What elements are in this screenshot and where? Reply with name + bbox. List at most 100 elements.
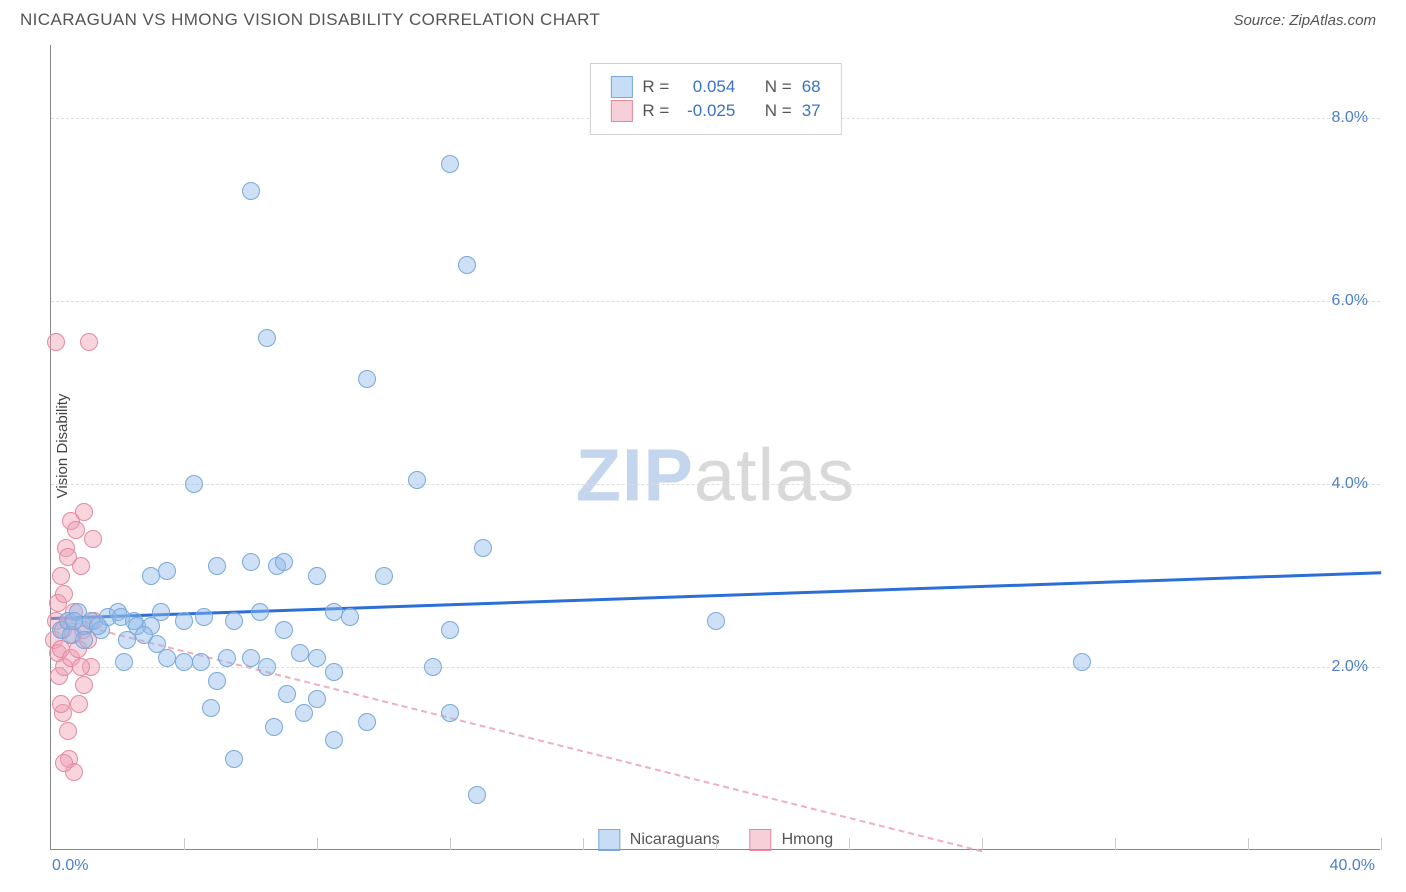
- data-point-a: [291, 644, 309, 662]
- data-point-a: [707, 612, 725, 630]
- data-point-b: [55, 585, 73, 603]
- x-min-label: 0.0%: [52, 857, 88, 875]
- data-point-a: [474, 539, 492, 557]
- x-tick: [1115, 838, 1116, 850]
- n-value-b: 37: [802, 101, 821, 121]
- data-point-b: [67, 521, 85, 539]
- stats-legend: R = 0.054 N = 68 R = -0.025 N = 37: [589, 63, 841, 135]
- data-point-a: [195, 608, 213, 626]
- data-point-a: [278, 685, 296, 703]
- legend-label-b: Hmong: [782, 831, 834, 849]
- chart-container: ZIPatlas R = 0.054 N = 68 R = -0.025 N =…: [50, 45, 1380, 850]
- data-point-a: [65, 612, 83, 630]
- x-tick: [450, 838, 451, 850]
- swatch-a-icon: [610, 76, 632, 98]
- data-point-a: [185, 475, 203, 493]
- chart-title: NICARAGUAN VS HMONG VISION DISABILITY CO…: [20, 10, 600, 30]
- x-tick: [982, 838, 983, 850]
- data-point-a: [295, 704, 313, 722]
- data-point-b: [75, 676, 93, 694]
- data-point-a: [375, 567, 393, 585]
- source-attribution: Source: ZipAtlas.com: [1233, 12, 1376, 29]
- data-point-a: [1073, 653, 1091, 671]
- data-point-a: [275, 621, 293, 639]
- data-point-a: [242, 649, 260, 667]
- data-point-a: [308, 649, 326, 667]
- data-point-a: [441, 155, 459, 173]
- data-point-a: [265, 718, 283, 736]
- r-value-b: -0.025: [679, 101, 735, 121]
- trend-line-b: [51, 617, 982, 852]
- x-tick: [849, 838, 850, 850]
- data-point-a: [175, 612, 193, 630]
- y-tick-label: 4.0%: [1332, 475, 1368, 493]
- data-point-a: [202, 699, 220, 717]
- data-point-a: [325, 663, 343, 681]
- data-point-a: [225, 750, 243, 768]
- data-point-a: [242, 553, 260, 571]
- y-tick-label: 6.0%: [1332, 292, 1368, 310]
- data-point-a: [308, 567, 326, 585]
- x-tick: [583, 838, 584, 850]
- data-point-a: [208, 672, 226, 690]
- data-point-a: [325, 603, 343, 621]
- data-point-b: [70, 695, 88, 713]
- x-tick: [1381, 838, 1382, 850]
- data-point-a: [441, 704, 459, 722]
- x-tick: [317, 838, 318, 850]
- data-point-a: [341, 608, 359, 626]
- legend-item-a: Nicaraguans: [598, 829, 720, 851]
- data-point-a: [424, 658, 442, 676]
- n-label: N =: [765, 101, 792, 121]
- data-point-b: [59, 548, 77, 566]
- gridline-h: [51, 484, 1380, 485]
- data-point-a: [89, 617, 107, 635]
- data-point-a: [115, 653, 133, 671]
- data-point-a: [251, 603, 269, 621]
- n-label: N =: [765, 77, 792, 97]
- plot-area: ZIPatlas R = 0.054 N = 68 R = -0.025 N =…: [50, 45, 1380, 850]
- data-point-a: [218, 649, 236, 667]
- data-point-b: [47, 333, 65, 351]
- y-tick-label: 8.0%: [1332, 109, 1368, 127]
- data-point-a: [135, 626, 153, 644]
- data-point-a: [358, 713, 376, 731]
- legend-label-a: Nicaraguans: [630, 831, 720, 849]
- data-point-b: [52, 695, 70, 713]
- data-point-a: [175, 653, 193, 671]
- swatch-a-icon: [598, 829, 620, 851]
- data-point-a: [75, 631, 93, 649]
- data-point-b: [55, 754, 73, 772]
- data-point-b: [80, 333, 98, 351]
- data-point-a: [158, 562, 176, 580]
- data-point-a: [275, 553, 293, 571]
- data-point-a: [152, 603, 170, 621]
- x-tick: [1248, 838, 1249, 850]
- legend-item-b: Hmong: [750, 829, 834, 851]
- data-point-a: [408, 471, 426, 489]
- data-point-a: [358, 370, 376, 388]
- data-point-a: [458, 256, 476, 274]
- watermark: ZIPatlas: [576, 433, 855, 518]
- data-point-a: [258, 329, 276, 347]
- watermark-suffix: atlas: [694, 434, 855, 517]
- r-value-a: 0.054: [679, 77, 735, 97]
- n-value-a: 68: [802, 77, 821, 97]
- data-point-b: [59, 722, 77, 740]
- data-point-a: [225, 612, 243, 630]
- data-point-a: [468, 786, 486, 804]
- data-point-a: [441, 621, 459, 639]
- data-point-a: [258, 658, 276, 676]
- swatch-b-icon: [610, 100, 632, 122]
- data-point-b: [72, 658, 90, 676]
- data-point-a: [308, 690, 326, 708]
- data-point-a: [242, 182, 260, 200]
- watermark-prefix: ZIP: [576, 434, 694, 517]
- gridline-h: [51, 301, 1380, 302]
- data-point-a: [208, 557, 226, 575]
- stats-row-b: R = -0.025 N = 37: [610, 100, 820, 122]
- data-point-b: [52, 567, 70, 585]
- data-point-a: [142, 567, 160, 585]
- swatch-b-icon: [750, 829, 772, 851]
- y-tick-label: 2.0%: [1332, 658, 1368, 676]
